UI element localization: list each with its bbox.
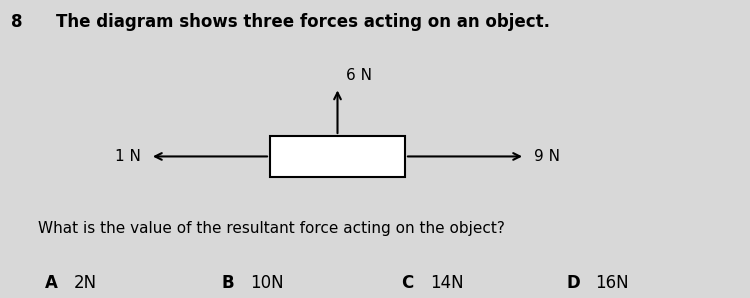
Text: 14N: 14N xyxy=(430,274,464,292)
Bar xyxy=(270,136,405,177)
Text: D: D xyxy=(566,274,580,292)
Text: A: A xyxy=(45,274,58,292)
Text: B: B xyxy=(221,274,234,292)
Text: C: C xyxy=(401,274,413,292)
Text: 8: 8 xyxy=(11,13,22,31)
Text: The diagram shows three forces acting on an object.: The diagram shows three forces acting on… xyxy=(56,13,550,31)
Text: 6 N: 6 N xyxy=(346,68,373,83)
Text: What is the value of the resultant force acting on the object?: What is the value of the resultant force… xyxy=(38,221,504,235)
Text: 1 N: 1 N xyxy=(116,149,141,164)
Text: 9 N: 9 N xyxy=(534,149,560,164)
Text: 10N: 10N xyxy=(250,274,284,292)
Text: 16N: 16N xyxy=(595,274,628,292)
Text: 2N: 2N xyxy=(74,274,97,292)
